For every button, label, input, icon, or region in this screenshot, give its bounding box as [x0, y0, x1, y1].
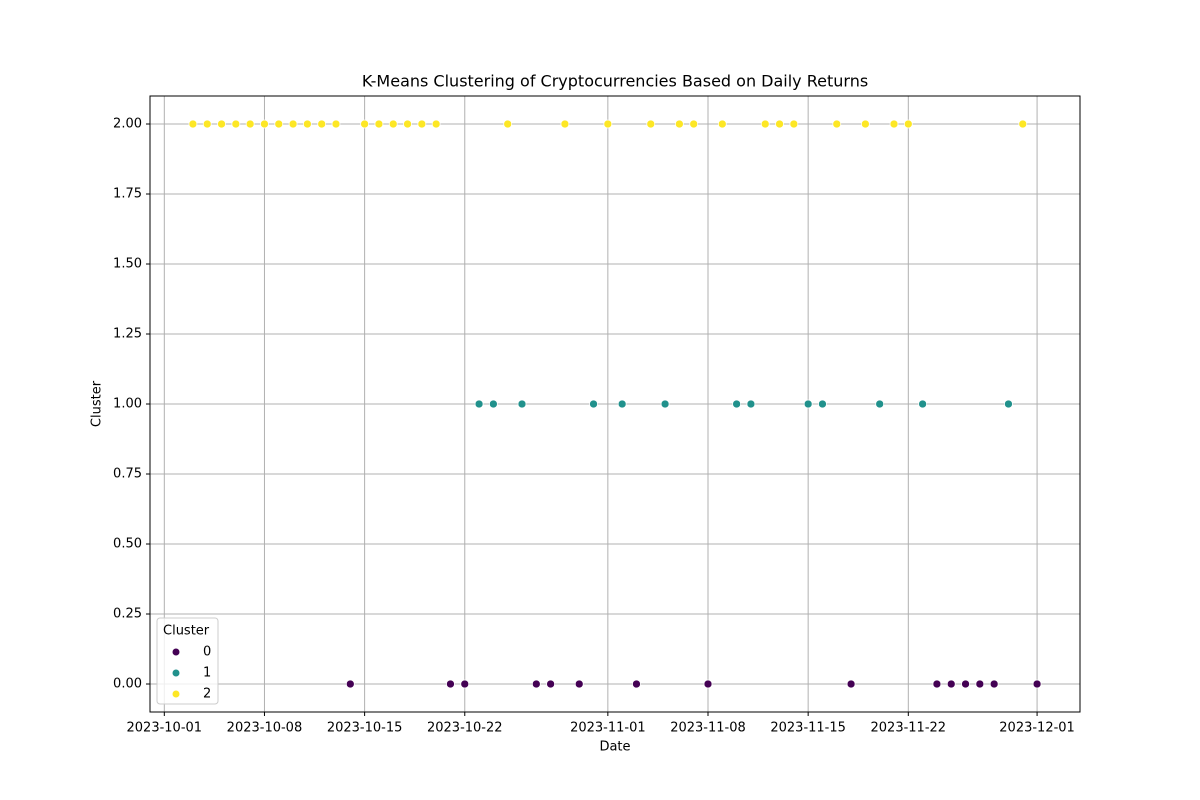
point: [746, 399, 756, 409]
x-tick-label: 2023-10-22: [427, 721, 503, 736]
point: [832, 119, 842, 129]
legend-marker: [172, 690, 180, 698]
point: [388, 119, 398, 129]
point: [775, 119, 784, 129]
point: [489, 399, 498, 409]
point: [617, 399, 627, 409]
point: [260, 119, 269, 129]
point: [417, 119, 427, 129]
y-axis-label: Cluster: [90, 380, 105, 427]
point: [818, 399, 827, 409]
point: [646, 119, 656, 129]
point: [632, 679, 641, 689]
point: [331, 119, 341, 129]
x-tick-label: 2023-10-08: [227, 721, 303, 736]
point: [474, 399, 484, 409]
point: [446, 679, 455, 689]
point: [903, 119, 913, 129]
legend-box: [156, 617, 219, 705]
point: [703, 679, 713, 689]
y-tick-label: 0.25: [113, 607, 142, 622]
y-tick-label: 0.00: [113, 677, 142, 692]
point: [431, 119, 441, 129]
point: [875, 399, 885, 409]
legend-marker: [172, 648, 180, 656]
point: [560, 119, 570, 129]
x-tick-label: 2023-11-01: [570, 721, 646, 736]
point: [345, 679, 355, 689]
point: [288, 119, 298, 129]
y-tick-label: 0.50: [113, 537, 142, 552]
y-tick-label: 1.75: [113, 187, 142, 202]
point: [918, 399, 927, 409]
x-tick-label: 2023-10-01: [127, 721, 203, 736]
point: [846, 679, 856, 689]
legend-marker: [172, 669, 180, 677]
point: [675, 119, 684, 129]
y-tick-label: 0.75: [113, 467, 142, 482]
point: [231, 119, 241, 129]
x-tick-label: 2023-12-01: [999, 721, 1075, 736]
point: [245, 119, 255, 129]
point: [574, 679, 584, 689]
point: [188, 119, 198, 129]
x-tick-label: 2023-11-22: [871, 721, 947, 736]
point: [689, 119, 699, 129]
y-tick-label: 1.00: [113, 397, 142, 412]
point: [660, 399, 670, 409]
y-tick-label: 1.25: [113, 327, 142, 342]
point: [460, 679, 470, 689]
point: [861, 119, 870, 129]
point: [374, 119, 384, 129]
point: [975, 679, 985, 689]
point: [889, 119, 899, 129]
point: [717, 119, 727, 129]
legend-title: Cluster: [163, 624, 210, 639]
point: [1018, 119, 1028, 129]
point: [403, 119, 412, 129]
point: [732, 399, 741, 409]
legend: Cluster 0 1 2: [156, 617, 219, 705]
point: [303, 119, 312, 129]
y-tick-label: 1.50: [113, 257, 142, 272]
point: [517, 399, 527, 409]
point: [202, 119, 212, 129]
point: [760, 119, 770, 129]
point: [317, 119, 327, 129]
chart-title: K-Means Clustering of Cryptocurrencies B…: [362, 72, 868, 91]
point: [217, 119, 226, 129]
point: [1004, 399, 1013, 409]
point: [961, 679, 970, 689]
point: [989, 679, 999, 689]
point: [932, 679, 942, 689]
plot-frame: [149, 95, 1081, 713]
y-tick-label: 2.00: [113, 117, 142, 132]
point: [531, 679, 541, 689]
point: [274, 119, 284, 129]
legend-label: 2: [203, 687, 211, 702]
point: [789, 119, 799, 129]
x-axis-label: Date: [599, 740, 630, 755]
point: [1032, 679, 1042, 689]
point: [360, 119, 369, 129]
point: [946, 679, 956, 689]
point: [803, 399, 813, 409]
x-tick-label: 2023-10-15: [327, 721, 403, 736]
legend-label: 0: [203, 645, 211, 660]
point: [503, 119, 513, 129]
point: [546, 679, 555, 689]
point: [603, 119, 613, 129]
point: [589, 399, 598, 409]
x-tick-label: 2023-11-08: [670, 721, 746, 736]
legend-label: 1: [203, 666, 211, 681]
x-tick-label: 2023-11-15: [770, 721, 846, 736]
